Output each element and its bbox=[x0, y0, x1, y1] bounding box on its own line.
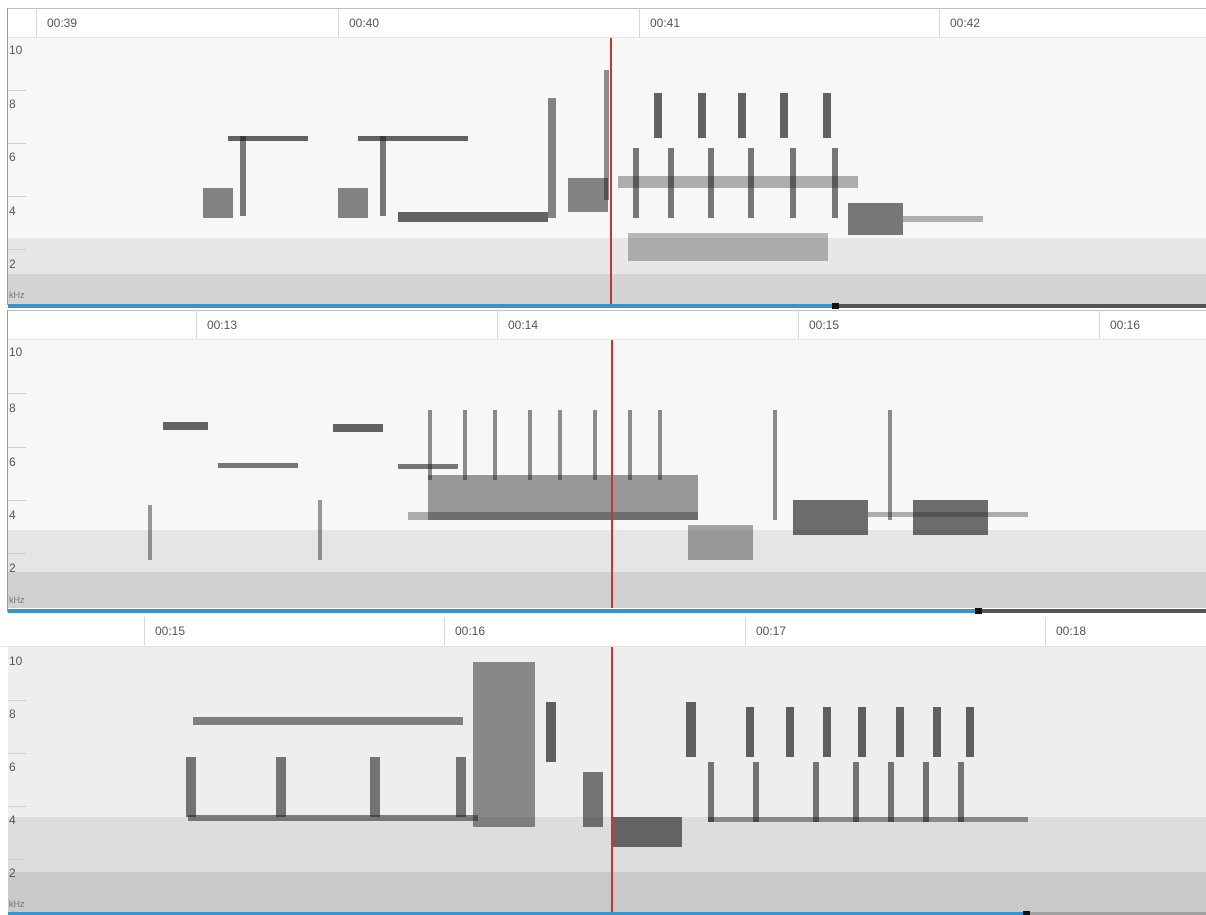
time-axis[interactable]: 00:39 00:40 00:41 00:42 bbox=[8, 8, 1206, 38]
playback-progress-fill bbox=[8, 304, 835, 308]
time-label: 00:18 bbox=[1045, 617, 1206, 645]
freq-tick bbox=[8, 447, 26, 448]
freq-label: 2 bbox=[9, 561, 16, 575]
time-axis[interactable]: 00:13 00:14 00:15 00:16 bbox=[8, 310, 1206, 340]
playhead[interactable] bbox=[611, 340, 613, 608]
spectrogram[interactable] bbox=[8, 38, 1206, 304]
panel-border bbox=[7, 8, 8, 305]
spectrogram-panel-1[interactable]: 00:39 00:40 00:41 00:42 bbox=[0, 0, 1206, 309]
time-label: 00:14 bbox=[497, 311, 798, 339]
playback-progress-bar[interactable] bbox=[8, 303, 1206, 309]
freq-tick bbox=[8, 196, 26, 197]
freq-label: 4 bbox=[9, 204, 16, 218]
spectrogram-panel-3[interactable]: 00:15 00:16 00:17 00:18 bbox=[0, 616, 1206, 915]
freq-tick bbox=[8, 143, 26, 144]
spectrogram-panel-2[interactable]: 00:13 00:14 00:15 00:16 bbox=[0, 309, 1206, 616]
freq-label: 4 bbox=[9, 813, 16, 827]
freq-tick bbox=[8, 859, 26, 860]
noise-band bbox=[8, 572, 1206, 608]
time-label: 00:15 bbox=[144, 617, 444, 645]
playhead[interactable] bbox=[611, 647, 613, 913]
time-label: 00:17 bbox=[745, 617, 1045, 645]
freq-label: 6 bbox=[9, 455, 16, 469]
freq-label: 6 bbox=[9, 150, 16, 164]
freq-label: 6 bbox=[9, 760, 16, 774]
time-label: 00:42 bbox=[939, 9, 1206, 37]
playback-progress-handle[interactable] bbox=[975, 608, 983, 614]
freq-label: 10 bbox=[9, 345, 23, 359]
noise-band bbox=[8, 872, 1206, 913]
noise-band bbox=[8, 274, 1206, 304]
freq-tick bbox=[8, 553, 26, 554]
playback-progress-fill bbox=[8, 912, 1027, 915]
spectrogram[interactable] bbox=[8, 340, 1206, 608]
freq-label: 8 bbox=[9, 707, 16, 721]
time-label: 00:15 bbox=[798, 311, 1099, 339]
freq-unit-label: kHz bbox=[9, 899, 25, 909]
freq-unit-label: kHz bbox=[9, 290, 25, 300]
freq-tick bbox=[8, 90, 26, 91]
time-label: 00:39 bbox=[36, 9, 338, 37]
playback-progress-bar[interactable] bbox=[8, 608, 1206, 614]
time-label: 00:41 bbox=[639, 9, 939, 37]
freq-tick bbox=[8, 393, 26, 394]
call-marks bbox=[203, 70, 983, 261]
time-label: 00:13 bbox=[196, 311, 497, 339]
playback-progress-fill bbox=[8, 609, 979, 613]
freq-label: 10 bbox=[9, 654, 23, 668]
freq-tick bbox=[8, 753, 26, 754]
time-label: 00:16 bbox=[1099, 311, 1206, 339]
freq-label: 8 bbox=[9, 97, 16, 111]
time-label bbox=[0, 311, 196, 339]
freq-tick bbox=[8, 500, 26, 501]
freq-label: 2 bbox=[9, 866, 16, 880]
time-label bbox=[0, 617, 144, 645]
freq-tick bbox=[8, 700, 26, 701]
panel-border bbox=[7, 310, 8, 612]
freq-unit-label: kHz bbox=[9, 595, 25, 605]
freq-label: 8 bbox=[9, 401, 16, 415]
call-marks bbox=[186, 662, 1028, 847]
freq-label: 10 bbox=[9, 43, 23, 57]
playback-progress-bar[interactable] bbox=[8, 911, 1206, 915]
freq-label: 2 bbox=[9, 257, 16, 271]
playhead[interactable] bbox=[610, 38, 612, 304]
spectrogram[interactable] bbox=[8, 647, 1206, 913]
playback-progress-handle[interactable] bbox=[831, 303, 839, 309]
call-marks bbox=[148, 410, 1028, 560]
freq-label: 4 bbox=[9, 508, 16, 522]
time-label: 00:16 bbox=[444, 617, 745, 645]
freq-tick bbox=[8, 806, 26, 807]
time-axis[interactable]: 00:15 00:16 00:17 00:18 bbox=[0, 617, 1206, 647]
freq-tick bbox=[8, 249, 26, 250]
time-label: 00:40 bbox=[338, 9, 639, 37]
playback-progress-handle[interactable] bbox=[1023, 911, 1031, 915]
